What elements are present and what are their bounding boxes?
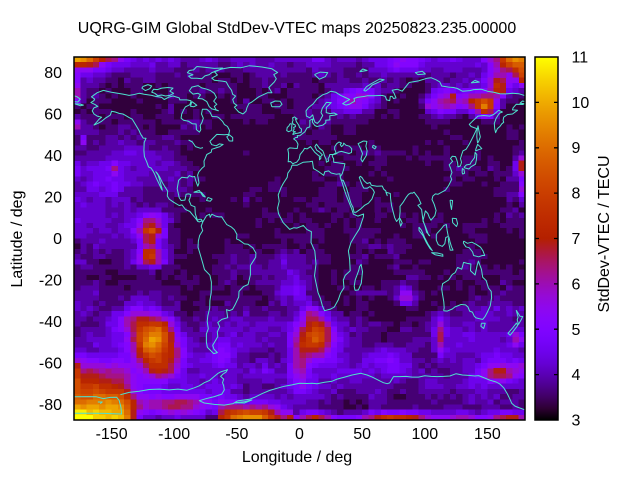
- svg-text:-50: -50: [225, 426, 248, 443]
- svg-text:50: 50: [353, 426, 371, 443]
- svg-text:-40: -40: [39, 314, 62, 331]
- svg-text:-80: -80: [39, 397, 62, 414]
- svg-text:60: 60: [44, 107, 62, 124]
- svg-text:8: 8: [572, 186, 581, 203]
- svg-text:Longitude / deg: Longitude / deg: [242, 449, 352, 466]
- svg-text:40: 40: [44, 148, 62, 165]
- svg-text:3: 3: [572, 413, 581, 430]
- svg-text:10: 10: [572, 95, 590, 112]
- svg-text:0: 0: [295, 426, 304, 443]
- svg-text:4: 4: [572, 367, 581, 384]
- svg-text:100: 100: [411, 426, 438, 443]
- svg-text:Latitude / deg: Latitude / deg: [9, 191, 26, 288]
- svg-text:150: 150: [474, 426, 501, 443]
- svg-text:-60: -60: [39, 356, 62, 373]
- svg-text:StdDev-VTEC / TECU: StdDev-VTEC / TECU: [596, 155, 613, 312]
- svg-text:6: 6: [572, 276, 581, 293]
- svg-text:7: 7: [572, 231, 581, 248]
- svg-text:11: 11: [572, 50, 589, 67]
- svg-text:-150: -150: [96, 426, 128, 443]
- svg-text:-100: -100: [158, 426, 190, 443]
- svg-text:80: 80: [44, 65, 62, 82]
- svg-text:20: 20: [44, 190, 62, 207]
- svg-text:0: 0: [53, 231, 62, 248]
- svg-text:5: 5: [572, 322, 581, 339]
- svg-text:UQRG-GIM Global StdDev-VTEC ma: UQRG-GIM Global StdDev-VTEC maps 2025082…: [78, 20, 517, 37]
- svg-text:-20: -20: [39, 273, 62, 290]
- svg-text:9: 9: [572, 140, 581, 157]
